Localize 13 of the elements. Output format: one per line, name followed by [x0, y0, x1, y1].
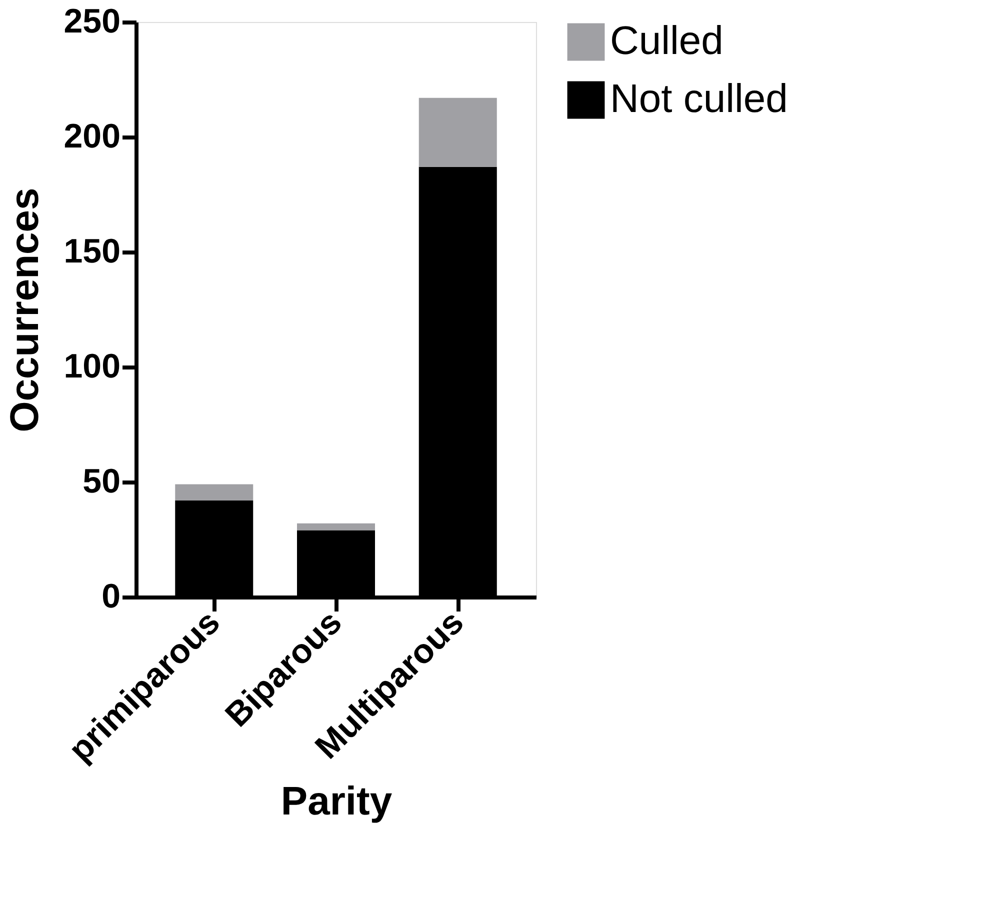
y-tick-label: 200: [64, 118, 120, 156]
y-tick-label: 150: [64, 232, 120, 270]
y-tick-label: 50: [82, 462, 120, 500]
x-axis-title: Parity: [280, 779, 393, 824]
legend-label: Culled: [610, 19, 724, 63]
y-axis-title: Occurrences: [2, 188, 47, 432]
bar: [297, 523, 375, 530]
legend-label: Not culled: [610, 77, 788, 121]
y-tick-label: 0: [102, 578, 120, 616]
y-tick-label: 250: [64, 2, 120, 40]
bar: [175, 484, 254, 500]
bar: [418, 98, 497, 167]
y-tick-label: 100: [64, 348, 120, 386]
